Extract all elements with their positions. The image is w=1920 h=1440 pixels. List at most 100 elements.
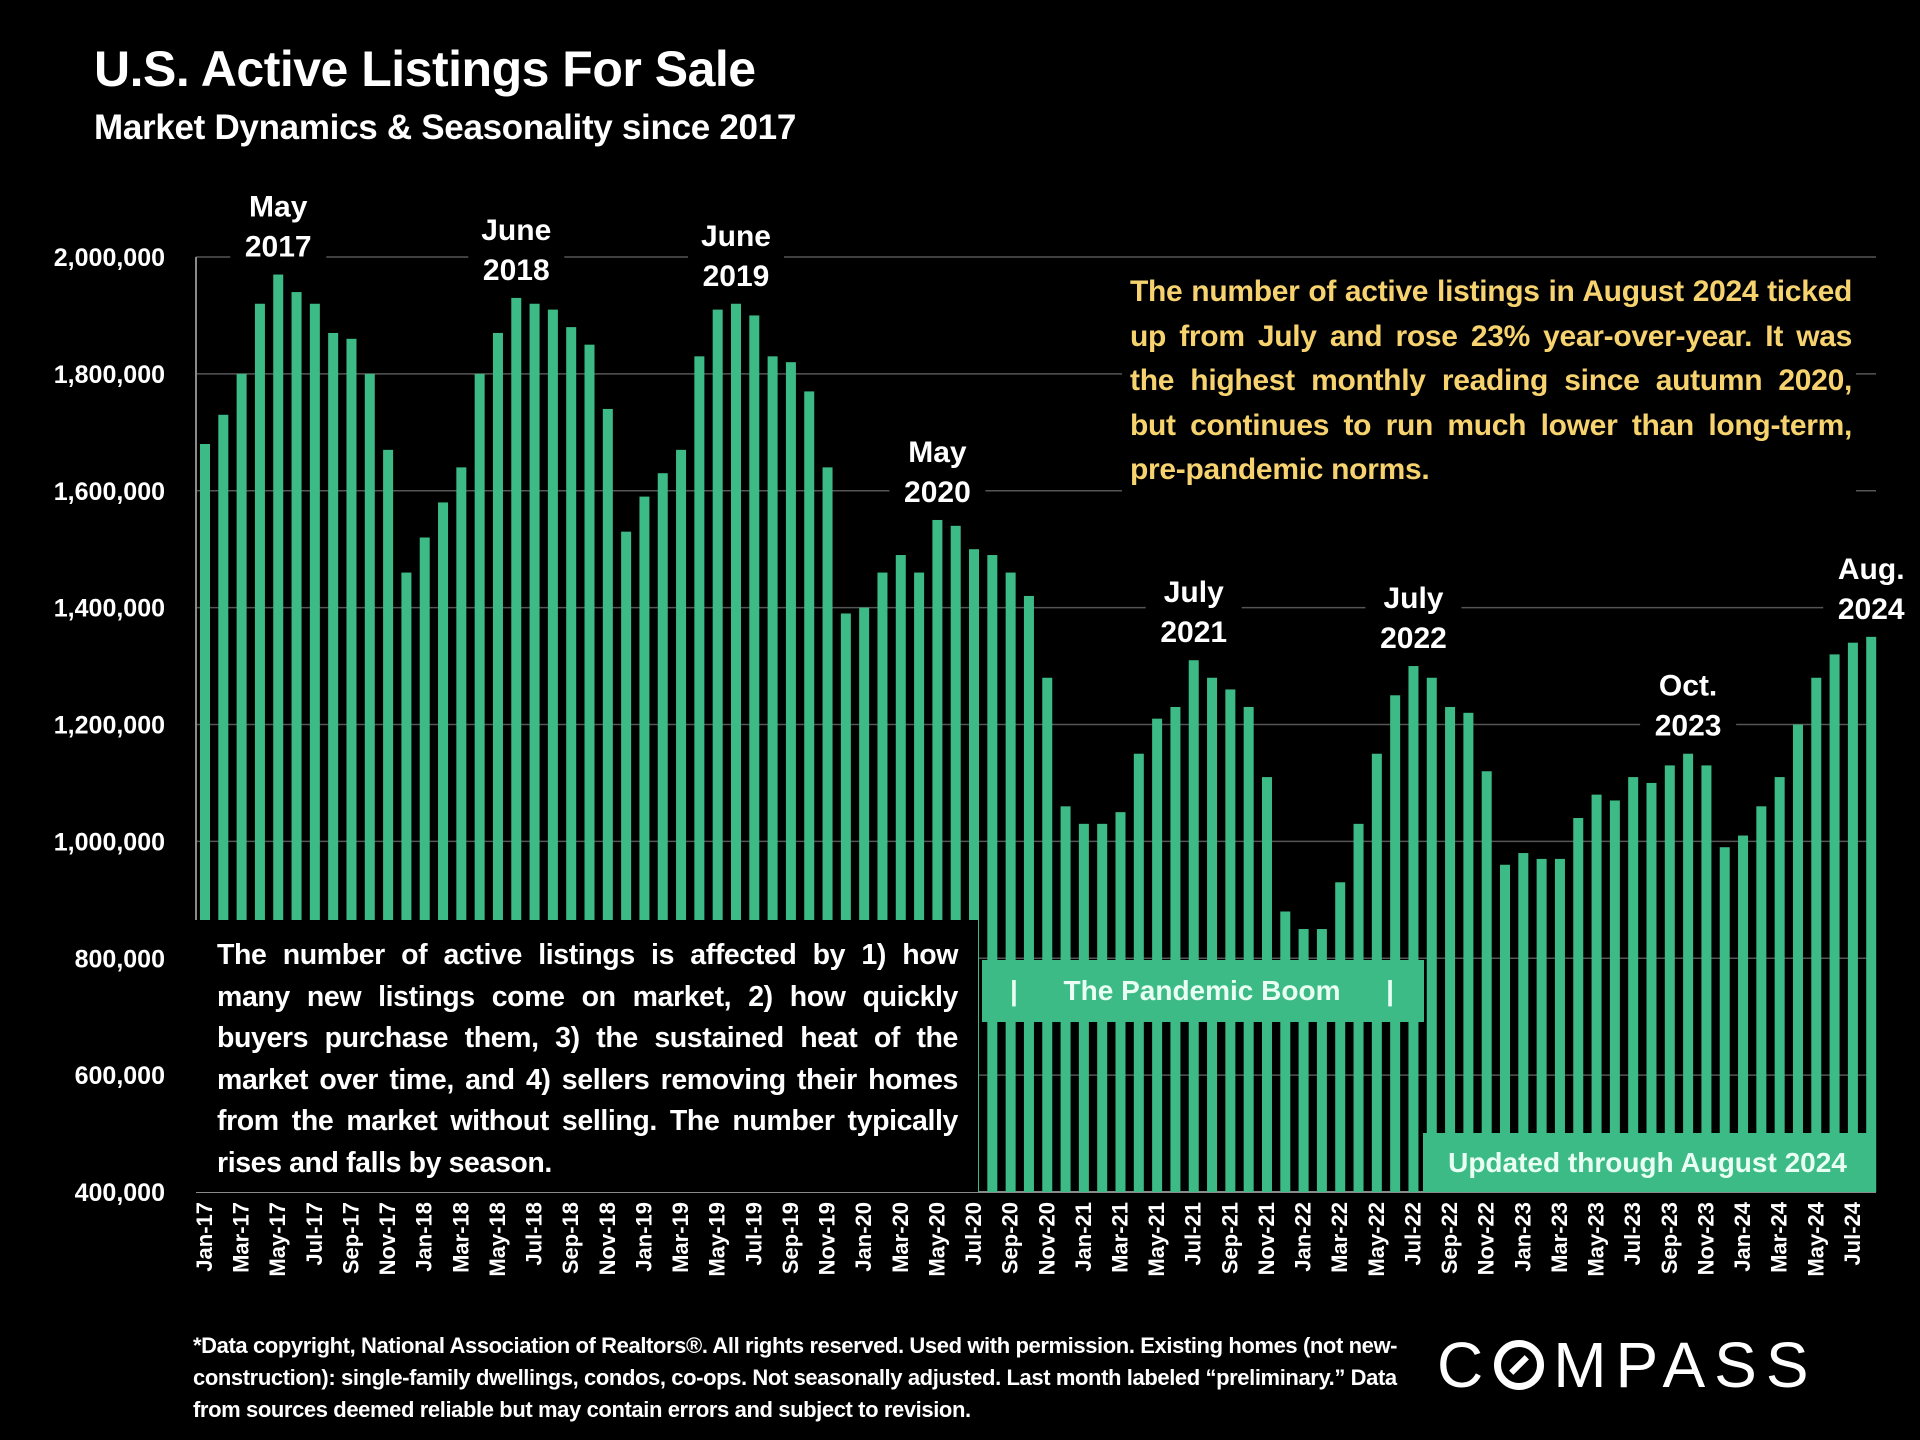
bar-Mar-23 <box>1554 858 1565 1192</box>
bar-Jul-24 <box>1847 642 1858 1192</box>
x-tick-label: Sep-19 <box>778 1202 803 1274</box>
chart-title: U.S. Active Listings For Sale <box>94 41 756 97</box>
bar-May-19 <box>712 309 723 1192</box>
annotation-bg <box>1823 544 1920 629</box>
y-tick-label: 800,000 <box>75 945 165 973</box>
bar-Jan-19 <box>639 496 650 1192</box>
bar-Sep-17 <box>346 338 357 1192</box>
compass-logo: C MPASS <box>1437 1328 1818 1402</box>
annotation-bg <box>889 427 986 512</box>
y-tick-label: 1,400,000 <box>54 595 165 623</box>
bar-Aug-22 <box>1426 677 1437 1192</box>
peak-label: June <box>481 214 551 247</box>
bar-Nov-19 <box>822 467 833 1192</box>
x-tick-label: Jan-22 <box>1291 1202 1316 1272</box>
bar-Apr-18 <box>474 373 485 1192</box>
peak-label: July <box>1164 576 1224 609</box>
bar-Jul-18 <box>529 303 540 1192</box>
x-tick-label: Mar-19 <box>668 1202 693 1273</box>
bar-May-23 <box>1591 794 1602 1192</box>
bar-Dec-22 <box>1500 864 1511 1192</box>
peak-label: July <box>1383 582 1443 615</box>
bar-Feb-17 <box>218 414 229 1192</box>
x-tick-label: Jan-19 <box>631 1202 656 1272</box>
bar-Jan-24 <box>1738 835 1749 1192</box>
updated-through-label: Updated through August 2024 <box>1423 1133 1872 1192</box>
bar-Nov-23 <box>1701 765 1712 1192</box>
x-tick-label: Mar-18 <box>448 1202 473 1273</box>
x-tick-label: Nov-20 <box>1034 1202 1059 1275</box>
bar-May-21 <box>1152 718 1163 1192</box>
x-tick-label: Jan-23 <box>1510 1202 1535 1272</box>
bar-Mar-22 <box>1335 882 1346 1192</box>
bar-Feb-23 <box>1536 858 1547 1192</box>
x-tick-label: Mar-22 <box>1327 1202 1352 1273</box>
annotation-bg <box>687 211 784 296</box>
bar-Jun-21 <box>1170 706 1181 1192</box>
peak-annotations: May 2017 June 2018 June 2019 May 2020 July 2021 Ju… <box>230 182 1920 746</box>
logo-rest: MPASS <box>1553 1329 1818 1401</box>
x-tick-label: Jul-22 <box>1400 1202 1425 1266</box>
bar-Aug-19 <box>767 356 778 1192</box>
x-tick-label: Jan-21 <box>1071 1202 1096 1272</box>
bar-Jun-17 <box>291 292 302 1192</box>
bar-Oct-23 <box>1683 753 1694 1192</box>
x-tick-label: May-24 <box>1803 1201 1828 1276</box>
bar-Jul-23 <box>1628 777 1639 1192</box>
bar-Oct-19 <box>804 391 815 1192</box>
x-tick-label: May-19 <box>705 1202 730 1277</box>
bar-Apr-23 <box>1573 818 1584 1192</box>
x-tick-label: Jul-24 <box>1840 1201 1865 1265</box>
x-tick-label: May-21 <box>1144 1202 1169 1277</box>
y-tick-label: 2,000,000 <box>54 244 165 272</box>
x-tick-label: May-17 <box>265 1202 290 1277</box>
bar-Feb-19 <box>657 473 668 1192</box>
peak-label: 2024 <box>1838 593 1905 626</box>
bar-Oct-20 <box>1023 595 1034 1192</box>
bar-Nov-17 <box>383 449 394 1192</box>
bar-Jul-20 <box>969 549 980 1192</box>
x-tick-label: Jul-19 <box>741 1202 766 1266</box>
bar-Jun-18 <box>511 297 522 1192</box>
compass-o-icon <box>1494 1340 1545 1390</box>
peak-label: 2020 <box>904 476 971 509</box>
footnote: *Data copyright, National Association of… <box>193 1333 1398 1422</box>
bar-Feb-18 <box>438 502 449 1192</box>
x-tick-label: Sep-23 <box>1657 1202 1682 1274</box>
bar-Jun-22 <box>1390 695 1401 1192</box>
peak-label: 2018 <box>483 254 550 287</box>
y-tick-label: 1,000,000 <box>54 828 165 856</box>
bar-Nov-18 <box>602 408 613 1192</box>
bar-Dec-17 <box>401 572 412 1192</box>
bar-Mar-18 <box>456 467 467 1192</box>
x-tick-label: Nov-21 <box>1254 1202 1279 1275</box>
bar-Aug-23 <box>1646 782 1657 1192</box>
bar-May-20 <box>932 519 943 1192</box>
bar-Oct-21 <box>1243 706 1254 1192</box>
x-tick-label: Jan-18 <box>412 1202 437 1272</box>
bar-Jun-23 <box>1609 800 1620 1192</box>
bracket-right: | <box>1386 975 1394 1006</box>
bar-Mar-19 <box>676 449 687 1192</box>
bar-Aug-17 <box>328 332 339 1192</box>
bar-Jul-22 <box>1408 666 1419 1192</box>
bar-Oct-18 <box>584 344 595 1192</box>
x-tick-label: Sep-21 <box>1217 1202 1242 1274</box>
y-tick-label: 600,000 <box>75 1062 165 1090</box>
x-tick-label: Jan-20 <box>851 1202 876 1272</box>
bar-May-24 <box>1811 677 1822 1192</box>
annotation-bg <box>1640 661 1737 746</box>
peak-label: June <box>701 220 771 253</box>
x-tick-label: Nov-22 <box>1474 1202 1499 1275</box>
x-tick-label: Nov-17 <box>375 1202 400 1275</box>
bar-Sep-19 <box>785 362 796 1192</box>
x-tick-label: Nov-19 <box>815 1202 840 1275</box>
pandemic-label-text: The Pandemic Boom <box>1063 975 1341 1006</box>
y-axis-labels: 400,000 600,000 800,000 1,000,000 1,200,000 1… <box>54 244 165 1207</box>
bar-Jan-18 <box>419 537 430 1192</box>
bar-Sep-21 <box>1225 689 1236 1192</box>
x-tick-label: Mar-21 <box>1108 1202 1133 1273</box>
bar-Jun-24 <box>1829 654 1840 1192</box>
bar-Jan-23 <box>1518 853 1529 1192</box>
annotation-bg <box>468 205 565 290</box>
